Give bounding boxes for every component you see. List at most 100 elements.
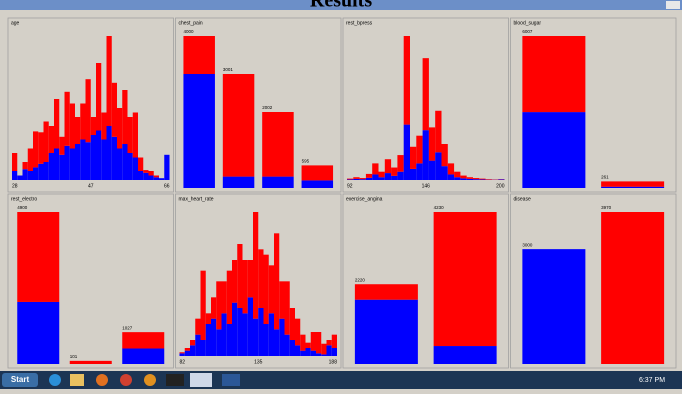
bar-segment-blue	[28, 171, 33, 180]
bar-segment-red	[70, 104, 75, 149]
bar-segment-blue	[75, 144, 80, 180]
bar-segment-blue	[285, 335, 290, 356]
bar-segment-blue	[253, 319, 258, 356]
bar-segment-blue	[274, 329, 279, 356]
bar-segment-red	[185, 348, 190, 351]
bar-segment-blue	[38, 164, 43, 180]
bar-segment-red	[243, 260, 248, 313]
bar-segment-red	[117, 108, 122, 149]
bar-segment-blue	[107, 126, 112, 180]
x-tick-label: 28	[12, 183, 18, 189]
bar-segment-red	[12, 153, 17, 171]
bar-segment-red	[112, 83, 117, 137]
bar-segment-blue	[180, 353, 185, 356]
bar-segment-blue	[498, 179, 504, 180]
icon[interactable]	[166, 374, 184, 386]
bar-segment-red	[107, 36, 112, 126]
bar-segment-red	[232, 260, 237, 303]
bar-segment-red	[143, 170, 148, 173]
bar-segment-red	[216, 281, 221, 329]
start-label[interactable]: Start	[11, 375, 30, 384]
bar-segment-blue	[385, 173, 391, 180]
bar-segment-blue	[149, 176, 154, 181]
bar-segment-blue	[12, 171, 17, 180]
icon[interactable]	[120, 374, 132, 386]
bar-segment-blue	[80, 140, 85, 181]
icon[interactable]	[222, 374, 240, 386]
bar-label: 3000	[522, 242, 533, 247]
bar-segment-blue	[223, 177, 255, 188]
bar-segment-blue	[138, 171, 143, 180]
icon[interactable]	[70, 374, 84, 386]
x-tick-label: 66	[164, 183, 170, 189]
bar-segment-red	[454, 172, 460, 178]
icon[interactable]	[96, 374, 108, 386]
bar-segment-red	[223, 74, 255, 177]
bar-segment-blue	[258, 308, 263, 356]
bar-segment-blue	[473, 179, 479, 180]
icon[interactable]	[190, 373, 212, 387]
bar-segment-blue	[128, 153, 133, 180]
bar-segment-red	[279, 281, 284, 318]
bar-segment-blue	[311, 351, 316, 356]
bar-segment-red	[327, 340, 332, 345]
x-tick-label: 146	[422, 183, 431, 189]
bar-segment-blue	[372, 174, 378, 180]
bar-segment-red	[360, 178, 366, 179]
bar-segment-blue	[460, 178, 466, 180]
bar-segment-red	[262, 112, 294, 177]
bar-segment-blue	[91, 135, 96, 180]
bar-segment-blue	[262, 177, 294, 188]
bar-segment-red	[211, 297, 216, 318]
bar-segment-red	[154, 176, 159, 178]
bar-segment-blue	[17, 176, 22, 181]
bar-segment-blue	[112, 137, 117, 180]
bar-segment-blue	[316, 353, 321, 356]
bar-segment-red	[379, 172, 385, 178]
bar-segment-blue	[248, 297, 253, 356]
bar-segment-red	[195, 319, 200, 335]
bar-label: 4000	[183, 29, 194, 34]
bar-segment-blue	[222, 313, 227, 356]
bar-segment-blue	[269, 313, 274, 356]
bar-segment-blue	[33, 167, 38, 180]
window-title: Results	[310, 0, 372, 12]
icon[interactable]	[49, 374, 61, 386]
bar-segment-red	[149, 171, 154, 176]
bar-segment-blue	[434, 346, 497, 364]
bar-segment-blue	[243, 313, 248, 356]
bar-segment-blue	[237, 308, 242, 356]
panel-name: exercise_angina	[346, 196, 383, 202]
bar-segment-blue	[279, 319, 284, 356]
bar-segment-red	[201, 271, 206, 340]
bar-segment-red	[59, 137, 64, 155]
panel-name: max_heart_rate	[179, 196, 214, 202]
bar-segment-red	[23, 162, 28, 169]
x-tick-label: 188	[329, 359, 338, 365]
bar-segment-red	[274, 233, 279, 329]
bar-segment-blue	[159, 178, 164, 180]
page: Results Start 6:37 PM age284766chest_pai…	[0, 0, 682, 389]
panel-name: disease	[514, 196, 531, 202]
icon[interactable]	[144, 374, 156, 386]
bar-segment-red	[347, 179, 353, 180]
bar-segment-red	[222, 281, 227, 313]
bar-segment-blue	[143, 173, 148, 180]
bar-segment-blue	[190, 345, 195, 356]
bar-segment-red	[385, 159, 391, 173]
bar-segment-blue	[164, 155, 169, 180]
bar-segment-red	[264, 255, 269, 324]
bar-segment-red	[49, 126, 54, 153]
bar-segment-blue	[300, 351, 305, 356]
window-controls[interactable]	[666, 1, 680, 9]
bar-segment-blue	[122, 348, 164, 364]
bar-segment-blue	[306, 348, 311, 356]
bar-segment-blue	[133, 158, 138, 181]
bar-segment-red	[33, 131, 38, 167]
bar-segment-blue	[302, 180, 334, 188]
x-tick-label: 82	[180, 359, 186, 365]
bar-segment-red	[70, 361, 112, 364]
bar-segment-red	[133, 113, 138, 158]
bar-segment-blue	[227, 324, 232, 356]
bar-segment-red	[397, 155, 403, 172]
